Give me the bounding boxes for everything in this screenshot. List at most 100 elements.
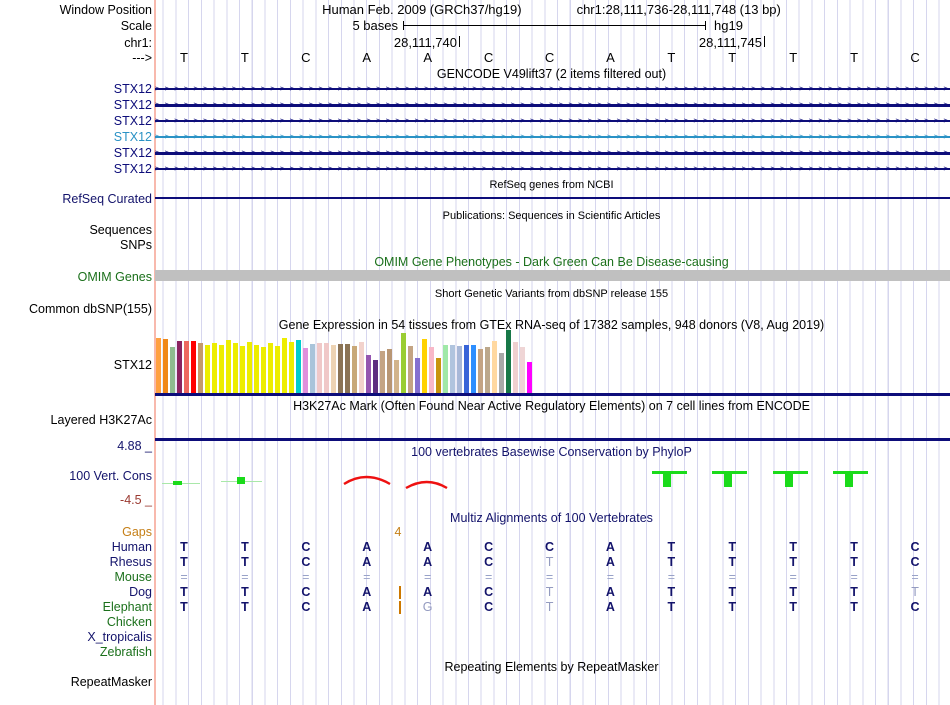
label-window-position: Window Position — [59, 3, 152, 17]
alignment-base: A — [423, 585, 433, 599]
species-label[interactable]: Rhesus — [109, 555, 152, 569]
transcript-label[interactable]: STX12 — [113, 162, 152, 176]
gtex-bar — [464, 345, 469, 393]
alignment-base: = — [424, 570, 432, 584]
species-label[interactable]: Mouse — [114, 570, 152, 584]
refseq-curated-label[interactable]: RefSeq Curated — [62, 192, 152, 206]
gtex-bar-chart[interactable] — [156, 323, 532, 393]
omim-gene-bar[interactable] — [155, 270, 950, 281]
transcript-label[interactable]: STX12 — [113, 98, 152, 112]
sequences-label[interactable]: Sequences — [89, 223, 152, 237]
alignment-base: T — [911, 585, 919, 599]
alignment-row[interactable] — [0, 645, 950, 660]
gaps-row-label[interactable]: Gaps — [122, 525, 152, 539]
transcript-line — [155, 168, 950, 170]
transcript-line — [155, 104, 950, 107]
alignment-base: = — [241, 570, 249, 584]
gtex-bar — [366, 355, 371, 393]
strand-chevrons: >>>>>>>>>>>>>>>>>>>>>>>>>>>>>>>>>>>>>>>>… — [155, 100, 950, 109]
gtex-bar — [345, 344, 350, 393]
alignment-row[interactable] — [0, 615, 950, 630]
alignment-base: C — [484, 540, 494, 554]
alignment-base: T — [789, 540, 797, 554]
gtex-bar — [471, 345, 476, 393]
h3k27ac-label[interactable]: Layered H3K27Ac — [50, 413, 152, 427]
alignment-base: A — [605, 600, 615, 614]
gtex-gene-label[interactable]: STX12 — [113, 358, 152, 372]
transcript-label[interactable]: STX12 — [113, 146, 152, 160]
alignment-base: T — [545, 555, 554, 569]
gtex-bar — [527, 362, 532, 393]
alignment-base: A — [362, 540, 372, 554]
scale-bar-left-tick — [403, 21, 404, 30]
gtex-bar — [247, 342, 252, 393]
species-label[interactable]: Human — [111, 540, 152, 554]
transcript-label[interactable]: STX12 — [113, 82, 152, 96]
alignment-base: = — [302, 570, 310, 584]
gtex-bar — [478, 349, 483, 393]
transcript-row[interactable]: >>>>>>>>>>>>>>>>>>>>>>>>>>>>>>>>>>>>>>>>… — [155, 129, 950, 145]
base-letter: A — [362, 50, 372, 65]
publications-track-title: Publications: Sequences in Scientific Ar… — [442, 210, 661, 222]
gap-count: 4 — [394, 525, 402, 539]
genome-build-text: hg19 — [714, 18, 743, 33]
gtex-bar — [513, 342, 518, 393]
alignment-base: = — [789, 570, 797, 584]
species-label[interactable]: Dog — [129, 585, 152, 599]
gtex-bar — [170, 347, 175, 393]
species-label[interactable]: Elephant — [102, 600, 152, 614]
transcript-row[interactable]: >>>>>>>>>>>>>>>>>>>>>>>>>>>>>>>>>>>>>>>>… — [155, 97, 950, 113]
alignment-base: G — [422, 600, 433, 614]
h3k27ac-baseline — [155, 438, 950, 441]
species-label[interactable]: X_tropicalis — [87, 630, 152, 644]
common-dbsnp-label[interactable]: Common dbSNP(155) — [29, 302, 152, 316]
transcript-label[interactable]: STX12 — [113, 130, 152, 144]
gtex-bar — [457, 346, 462, 393]
refseq-gene-bar[interactable] — [155, 197, 950, 199]
gtex-bar — [240, 346, 245, 393]
phylop-track-label[interactable]: 100 Vert. Cons — [69, 469, 152, 483]
alignment-base: T — [241, 585, 249, 599]
snps-label[interactable]: SNPs — [120, 238, 152, 252]
transcript-row[interactable]: >>>>>>>>>>>>>>>>>>>>>>>>>>>>>>>>>>>>>>>>… — [155, 145, 950, 161]
gtex-bar — [450, 345, 455, 393]
alignment-base: = — [180, 570, 188, 584]
transcript-label[interactable]: STX12 — [113, 114, 152, 128]
strand-chevrons: >>>>>>>>>>>>>>>>>>>>>>>>>>>>>>>>>>>>>>>>… — [155, 116, 950, 125]
omim-genes-label[interactable]: OMIM Genes — [77, 270, 152, 284]
transcript-line — [155, 88, 950, 90]
repeatmasker-label[interactable]: RepeatMasker — [70, 675, 152, 689]
alignment-base: A — [605, 555, 615, 569]
alignment-base: = — [667, 570, 676, 584]
alignment-base: = — [728, 570, 736, 584]
alignment-row[interactable] — [0, 630, 950, 645]
base-letter: A — [423, 50, 432, 65]
transcript-row[interactable]: >>>>>>>>>>>>>>>>>>>>>>>>>>>>>>>>>>>>>>>>… — [155, 113, 950, 129]
alignment-base: T — [789, 555, 797, 569]
gtex-baseline — [155, 393, 950, 396]
gtex-bar — [296, 340, 301, 393]
alignment-base: = — [606, 570, 615, 584]
assembly-name: Human Feb. 2009 (GRCh37/hg19) — [322, 2, 522, 17]
strand-chevrons: >>>>>>>>>>>>>>>>>>>>>>>>>>>>>>>>>>>>>>>>… — [155, 164, 950, 173]
base-letter: A — [606, 50, 615, 65]
species-label[interactable]: Chicken — [106, 615, 152, 629]
assembly-position-line: Human Feb. 2009 (GRCh37/hg19) chr1:28,11… — [155, 3, 948, 17]
cons-positive-peak — [237, 477, 245, 484]
transcript-row[interactable]: >>>>>>>>>>>>>>>>>>>>>>>>>>>>>>>>>>>>>>>>… — [155, 161, 950, 177]
transcript-row[interactable]: >>>>>>>>>>>>>>>>>>>>>>>>>>>>>>>>>>>>>>>>… — [155, 81, 950, 97]
strand-chevrons: >>>>>>>>>>>>>>>>>>>>>>>>>>>>>>>>>>>>>>>>… — [155, 132, 950, 141]
species-label[interactable]: Zebrafish — [99, 645, 152, 659]
gtex-bar — [184, 341, 189, 393]
alignment-row[interactable]: = = = = = = = = = = = = = — [0, 570, 950, 585]
base-letter: T — [240, 50, 249, 65]
alignment-base: A — [362, 600, 372, 614]
alignment-base: C — [910, 600, 920, 614]
alignment-base: = — [545, 570, 554, 584]
alignment-base: = — [363, 570, 371, 584]
